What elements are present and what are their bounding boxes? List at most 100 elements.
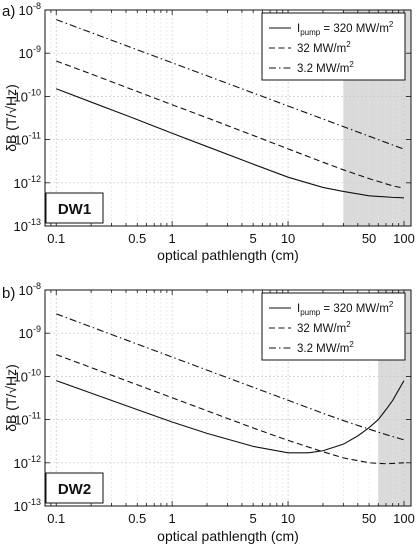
y-tick-label: 10-10 — [14, 367, 41, 384]
y-tick-exponent: -9 — [33, 324, 41, 334]
x-tick-label: 10 — [281, 231, 295, 246]
plot-frame — [44, 9, 412, 227]
series-line-solid — [56, 88, 404, 199]
series-group — [56, 313, 405, 465]
y-tick-base: 10 — [19, 283, 33, 298]
y-tick-exponent: -11 — [29, 411, 41, 421]
y-tick-exponent: -10 — [28, 367, 41, 377]
x-tick-label: 5 — [250, 511, 257, 526]
legend-label: 3.2 MW/m — [297, 343, 349, 355]
x-tick-label: 100 — [393, 511, 415, 526]
legend-subscript: pump — [300, 308, 321, 317]
series-line-dashdot — [56, 19, 405, 150]
tag-box — [45, 472, 104, 504]
y-tick-base: 10 — [19, 3, 33, 18]
x-tick-label: 1 — [169, 231, 176, 246]
x-tick-label: 50 — [362, 231, 376, 246]
legend-label: 32 MW/m — [297, 323, 346, 335]
y-tick-exponent: -10 — [28, 87, 41, 97]
legend-box — [261, 12, 406, 81]
x-tick-label: 0.5 — [128, 231, 146, 246]
y-tick-base: 10 — [14, 176, 28, 191]
y-tick-exponent: -13 — [28, 217, 41, 227]
y-tick-label: 10-11 — [14, 131, 41, 148]
y-tick-base: 10 — [19, 46, 33, 61]
y-tick-label: 10-8 — [19, 1, 41, 18]
x-tick-label: 5 — [250, 231, 257, 246]
x-tick-label: 1 — [169, 511, 176, 526]
y-tick-base: 10 — [14, 89, 28, 104]
panel-tag: DW1 — [58, 201, 91, 218]
grid — [45, 290, 411, 506]
y-axis-label: δB (T/√Hz) — [3, 84, 19, 152]
legend-entry: 32 MW/m2 — [297, 40, 351, 55]
grid — [45, 10, 411, 226]
y-tick-exponent: -11 — [29, 131, 41, 141]
y-tick-label: 10-12 — [14, 174, 41, 191]
legend-subscript: pump — [300, 28, 321, 37]
y-tick-base: 10 — [14, 456, 28, 471]
series-line-dash — [56, 354, 404, 465]
panel-letter: a) — [2, 3, 15, 20]
chart-panel-a: 0.1 0.5 1 5 10 50 10010-1310-1210-1110-1010-91… — [2, 1, 415, 263]
legend-label: 3.2 MW/m — [297, 63, 349, 75]
legend-superscript: 2 — [349, 60, 354, 69]
x-tick-label: 0.5 — [128, 511, 146, 526]
y-tick-label: 10-11 — [14, 411, 41, 428]
y-tick-base: 10 — [14, 133, 28, 148]
y-tick-label: 10-13 — [14, 217, 41, 234]
y-tick-base: 10 — [14, 219, 28, 234]
legend-entry: Ipump = 320 MW/m2 — [297, 20, 394, 37]
legend-superscript: 2 — [346, 320, 351, 329]
x-tick-label: 0.1 — [47, 231, 65, 246]
x-tick-label: 10 — [281, 511, 295, 526]
y-tick-exponent: -8 — [33, 281, 41, 291]
y-tick-label: 10-10 — [14, 87, 41, 104]
legend-label: = 320 MW/m — [320, 303, 389, 315]
y-tick-label: 10-9 — [19, 44, 41, 61]
y-tick-exponent: -9 — [33, 44, 41, 54]
plot-frame — [44, 289, 412, 507]
legend-box — [261, 292, 406, 361]
y-tick-exponent: -8 — [33, 1, 41, 11]
y-tick-label: 10-12 — [14, 454, 41, 471]
tag-box — [45, 192, 104, 224]
series-line-dashdot — [56, 313, 405, 441]
y-tick-base: 10 — [14, 413, 28, 428]
legend-label: 32 MW/m — [297, 43, 346, 55]
panel-letter: b) — [2, 285, 15, 302]
series-line-solid — [56, 380, 405, 454]
legend-entry: 32 MW/m2 — [297, 320, 351, 335]
y-tick-exponent: -12 — [28, 174, 41, 184]
y-tick-label: 10-8 — [19, 281, 41, 298]
legend-entry: Ipump = 320 MW/m2 — [297, 300, 394, 317]
legend-superscript: 2 — [349, 340, 354, 349]
x-axis-label: optical pathlength (cm) — [157, 247, 299, 263]
series-group — [56, 19, 405, 199]
x-tick-label: 100 — [393, 231, 415, 246]
y-tick-base: 10 — [14, 369, 28, 384]
legend-superscript: 2 — [389, 20, 394, 29]
legend-main: I — [297, 23, 300, 35]
legend-entry: 3.2 MW/m2 — [297, 60, 354, 75]
x-tick-label: 0.1 — [47, 511, 65, 526]
legend-main: I — [297, 303, 300, 315]
x-tick-label: 50 — [362, 511, 376, 526]
chart-panel-b: 0.1 0.5 1 5 10 50 10010-1310-1210-1110-1010-91… — [2, 281, 415, 544]
series-line-dash — [56, 60, 405, 189]
y-tick-label: 10-13 — [14, 497, 41, 514]
legend-label: = 320 MW/m — [320, 23, 389, 35]
legend-entry: 3.2 MW/m2 — [297, 340, 354, 355]
y-tick-exponent: -13 — [28, 497, 41, 507]
y-tick-label: 10-9 — [19, 324, 41, 341]
legend-superscript: 2 — [389, 300, 394, 309]
x-axis-label: optical pathlength (cm) — [157, 528, 299, 544]
y-tick-base: 10 — [19, 326, 33, 341]
y-tick-exponent: -12 — [28, 454, 41, 464]
y-tick-base: 10 — [14, 499, 28, 514]
legend-superscript: 2 — [346, 40, 351, 49]
y-axis-label: δB (T/√Hz) — [3, 364, 19, 432]
